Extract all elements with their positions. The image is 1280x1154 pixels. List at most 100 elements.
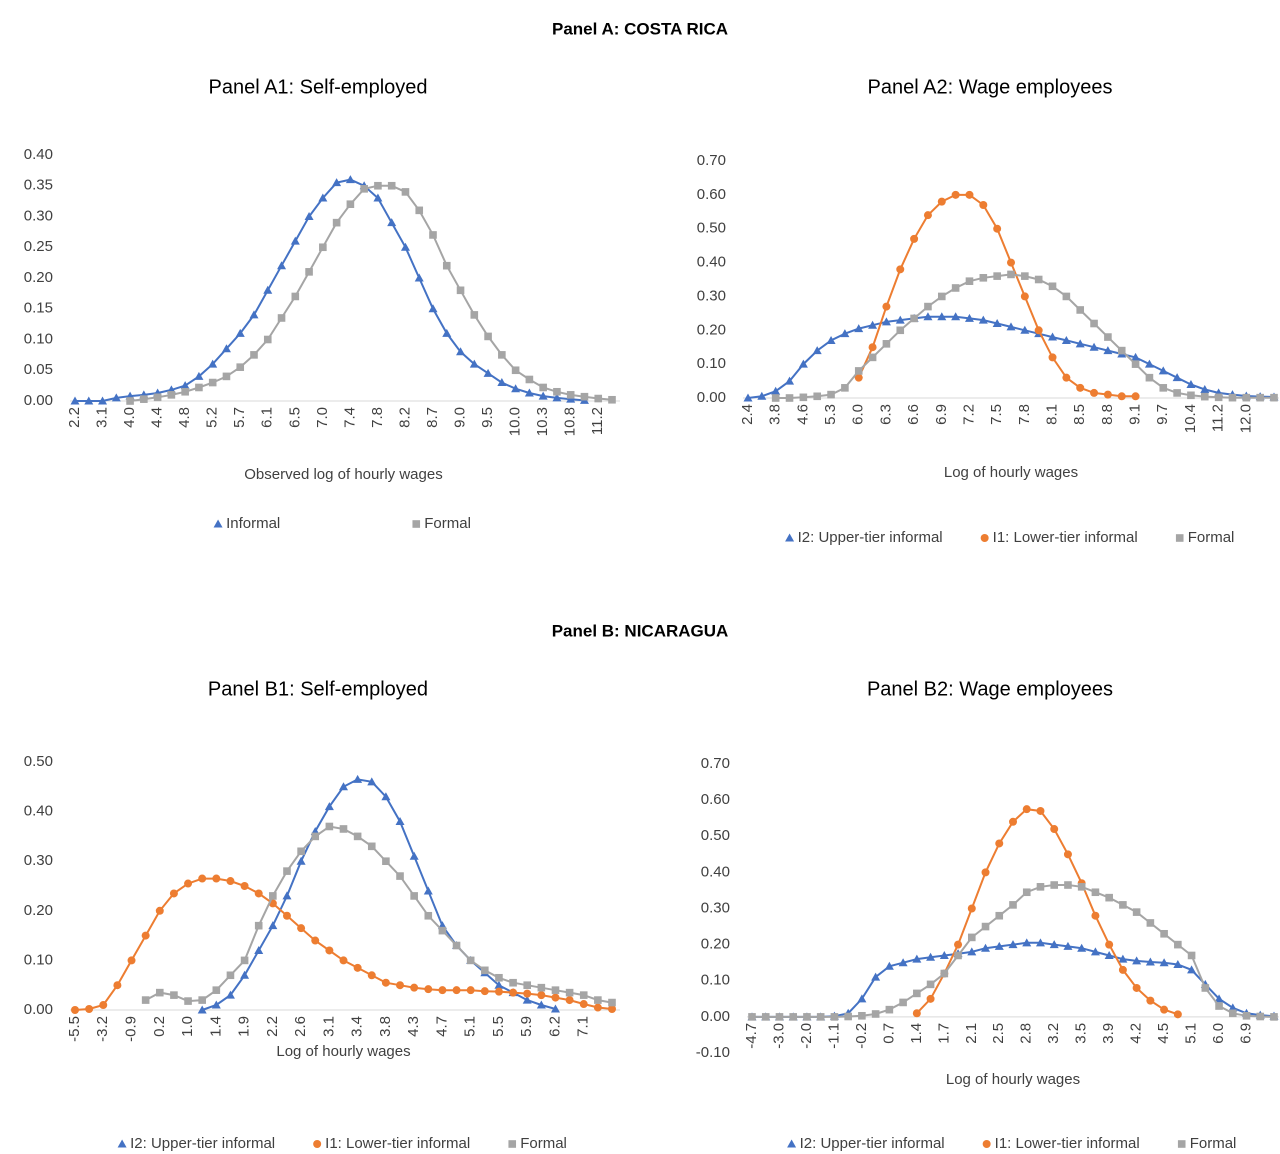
x-tick-label: 3.1 xyxy=(94,407,111,428)
x-tick-label: 2.2 xyxy=(264,1016,281,1037)
x-tick-label: 7.0 xyxy=(314,407,331,428)
marker-square xyxy=(1187,391,1195,400)
marker-triangle xyxy=(180,381,190,390)
marker-triangle xyxy=(511,384,521,393)
x-tick-label: 5.1 xyxy=(462,1016,479,1037)
x-tick-label: 0.7 xyxy=(880,1023,897,1044)
x-tick-label: 2.1 xyxy=(963,1023,980,1044)
marker-square xyxy=(442,261,451,270)
marker-square xyxy=(868,353,877,362)
marker-square xyxy=(967,933,976,942)
x-tick-label: -4.7 xyxy=(743,1023,760,1049)
marker-square xyxy=(339,825,348,833)
marker-square xyxy=(748,1013,756,1021)
marker-square xyxy=(374,181,382,190)
marker-square xyxy=(1076,306,1085,314)
y-tick-label: 0.20 xyxy=(697,321,726,338)
panel-title: Panel A: COSTA RICA xyxy=(552,19,728,38)
legend-marker xyxy=(213,519,223,528)
marker-circle xyxy=(240,882,249,890)
marker-square xyxy=(429,231,437,239)
marker-square xyxy=(1090,319,1098,328)
marker-triangle xyxy=(951,312,961,321)
x-tick-label: 2.4 xyxy=(739,404,756,425)
y-tick-label: 0.70 xyxy=(697,152,726,169)
legend-marker xyxy=(787,1139,797,1148)
marker-circle xyxy=(410,983,419,992)
marker-square xyxy=(155,988,164,997)
marker-square xyxy=(1021,272,1029,280)
legend-marker xyxy=(412,520,421,528)
x-tick-label: 4.0 xyxy=(121,407,138,428)
marker-circle xyxy=(579,1000,588,1009)
marker-circle xyxy=(979,201,988,210)
marker-circle xyxy=(494,987,503,996)
marker-triangle xyxy=(494,980,504,989)
legend-label: Formal xyxy=(1188,529,1235,546)
marker-square xyxy=(965,277,974,285)
marker-triangle xyxy=(254,945,264,954)
x-tick-label: 4.8 xyxy=(176,407,193,428)
marker-circle xyxy=(910,234,919,243)
marker-square xyxy=(319,243,327,252)
marker-triangle xyxy=(1008,940,1018,949)
panel-title: Panel B: NICARAGUA xyxy=(552,621,729,640)
marker-square xyxy=(466,956,475,965)
marker-triangle xyxy=(926,952,936,961)
x-tick-label: 2.8 xyxy=(1018,1023,1035,1044)
marker-circle xyxy=(1103,390,1112,399)
marker-square xyxy=(871,1010,880,1018)
legend-label: Formal xyxy=(520,1135,567,1152)
marker-square xyxy=(277,314,286,322)
marker-square xyxy=(291,292,300,301)
marker-square xyxy=(1064,881,1072,889)
y-tick-label: 0.60 xyxy=(697,186,726,203)
y-tick-label: 0.40 xyxy=(24,803,53,820)
marker-square xyxy=(495,973,503,982)
marker-circle xyxy=(1050,825,1059,834)
marker-triangle xyxy=(282,891,292,900)
marker-triangle xyxy=(240,970,250,979)
marker-square xyxy=(269,892,277,900)
marker-circle xyxy=(1036,806,1045,815)
marker-square xyxy=(608,998,616,1007)
x-tick-label: 10.4 xyxy=(1182,404,1199,433)
chart-title: Panel B1: Self-employed xyxy=(208,678,428,700)
y-tick-label: 0.10 xyxy=(701,972,730,989)
marker-triangle xyxy=(84,396,94,405)
marker-square xyxy=(539,383,547,392)
marker-triangle xyxy=(538,391,548,400)
marker-square xyxy=(885,1005,894,1014)
marker-square xyxy=(1214,393,1223,402)
marker-square xyxy=(1256,1012,1265,1021)
marker-square xyxy=(1215,1002,1223,1010)
marker-circle xyxy=(1009,817,1017,826)
x-tick-label: 10.0 xyxy=(507,407,524,436)
x-tick-label: 2.5 xyxy=(990,1023,1007,1044)
marker-square xyxy=(140,395,148,403)
marker-square xyxy=(579,991,588,999)
marker-triangle xyxy=(414,273,424,282)
x-tick-label: 6.3 xyxy=(877,404,894,425)
marker-square xyxy=(226,971,235,980)
marker-square xyxy=(1270,1013,1278,1021)
marker-triangle xyxy=(1172,373,1182,382)
marker-circle xyxy=(396,981,405,990)
x-tick-label: 1.4 xyxy=(908,1023,925,1044)
marker-square xyxy=(940,969,949,978)
x-tick-label: -1.1 xyxy=(825,1023,842,1049)
marker-triangle xyxy=(1020,325,1030,334)
y-tick-label: 0.05 xyxy=(24,361,53,378)
marker-circle xyxy=(1173,1010,1182,1019)
x-tick-label: 6.1 xyxy=(259,407,276,428)
marker-triangle xyxy=(249,310,259,319)
marker-square xyxy=(387,181,396,190)
marker-square xyxy=(995,911,1004,920)
series-line xyxy=(75,178,585,402)
marker-triangle xyxy=(1035,938,1045,947)
marker-square xyxy=(594,996,602,1004)
marker-circle xyxy=(537,991,546,1000)
marker-circle xyxy=(85,1005,94,1014)
marker-triangle xyxy=(111,393,121,402)
y-tick-label: 0.25 xyxy=(24,238,53,255)
